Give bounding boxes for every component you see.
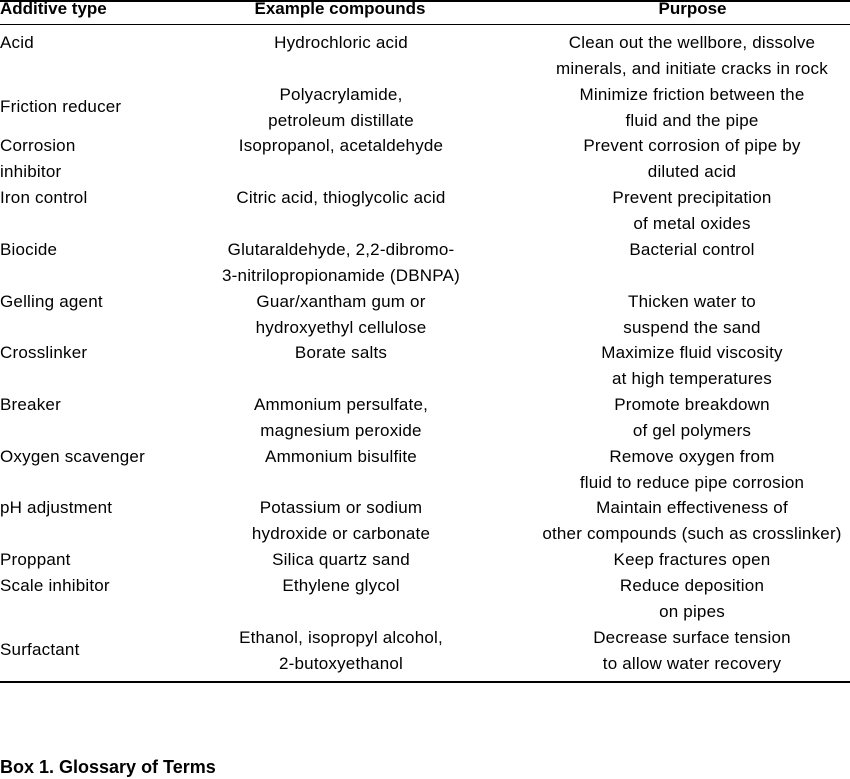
row-ph-adjustment-type: pH adjustment [0,498,113,517]
header-purpose: Purpose [658,0,727,18]
row-proppant-examples: Silica quartz sand [272,550,410,569]
row-breaker-examples: Ammonium persulfate, magnesium peroxide [253,395,429,440]
row-gelling-agent-examples: Guar/xantham gum or hydroxyethyl cellulo… [255,292,427,337]
row-biocide-purpose: Bacterial control [629,240,755,259]
row-surfactant-examples: Ethanol, isopropyl alcohol, 2-butoxyetha… [239,628,443,673]
row-friction-reducer-examples: Polyacrylamide, petroleum distillate [268,85,414,130]
row-friction-reducer-type: Friction reducer [0,97,122,116]
row-friction-reducer-purpose: Minimize friction between the fluid and … [579,85,805,130]
row-gelling-agent-purpose: Thicken water to suspend the sand [623,292,761,337]
row-proppant-purpose: Keep fractures open [613,550,771,569]
row-iron-control-type: Iron control [0,188,88,207]
row-iron-control-purpose: Prevent precipitation of metal oxides [612,188,772,233]
row-crosslinker-type: Crosslinker [0,343,88,362]
header-example-compounds: Example compounds [254,0,426,18]
row-scale-inhibitor-purpose: Reduce deposition on pipes [619,576,765,621]
table-bottom-rule [0,681,850,683]
row-gelling-agent-type: Gelling agent [0,292,103,311]
row-surfactant-type: Surfactant [0,640,80,659]
table-top-rule [0,0,850,2]
row-ph-adjustment-purpose: Maintain effectiveness of other compound… [542,498,842,543]
row-ph-adjustment-examples: Potassium or sodium hydroxide or carbona… [251,498,431,543]
row-acid-examples: Hydrochloric acid [274,33,408,52]
row-oxygen-scavenger-type: Oxygen scavenger [0,447,145,466]
row-crosslinker-purpose: Maximize fluid viscosity at high tempera… [601,343,783,388]
row-corrosion-inhibitor-examples: Isopropanol, acetaldehyde [238,136,444,155]
row-corrosion-inhibitor-purpose: Prevent corrosion of pipe by diluted aci… [583,136,801,181]
row-scale-inhibitor-examples: Ethylene glycol [282,576,400,595]
row-iron-control-examples: Citric acid, thioglycolic acid [236,188,446,207]
row-breaker-type: Breaker [0,395,61,414]
row-oxygen-scavenger-purpose: Remove oxygen from fluid to reduce pipe … [579,447,805,492]
row-corrosion-inhibitor-type: Corrosion inhibitor [0,136,76,181]
row-oxygen-scavenger-examples: Ammonium bisulfite [265,447,417,466]
row-acid-purpose: Clean out the wellbore, dissolve mineral… [556,33,828,78]
box-title: Box 1. Glossary of Terms [0,757,216,777]
header-additive-type: Additive type [0,0,107,18]
row-biocide-type: Biocide [0,240,58,259]
row-crosslinker-examples: Borate salts [294,343,388,362]
table-header-rule [0,24,850,25]
row-biocide-examples: Glutaraldehyde, 2,2-dibromo- 3-nitrilopr… [222,240,460,285]
row-surfactant-purpose: Decrease surface tension to allow water … [593,628,791,673]
row-proppant-type: Proppant [0,550,71,569]
row-breaker-purpose: Promote breakdown of gel polymers [614,395,770,440]
row-scale-inhibitor-type: Scale inhibitor [0,576,110,595]
row-acid-type: Acid [0,33,34,52]
